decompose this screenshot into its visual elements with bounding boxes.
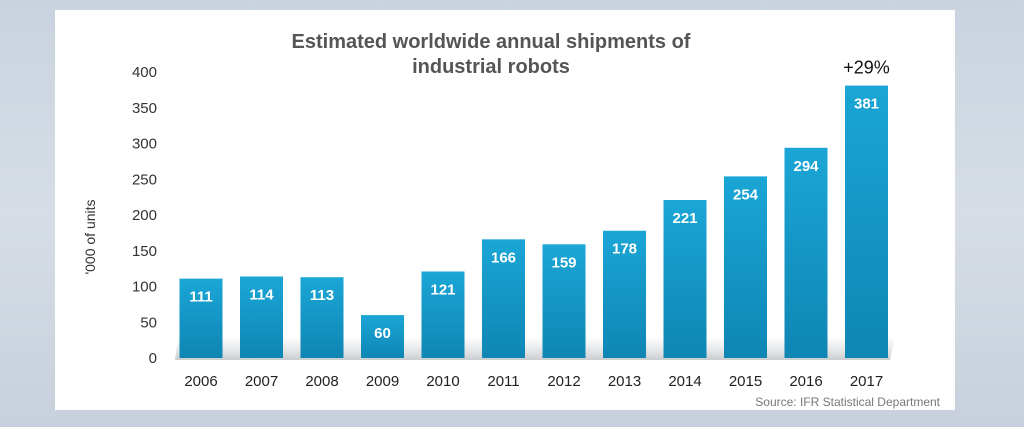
data-label-2017: 381 <box>854 96 879 113</box>
y-tick-label: 0 <box>149 350 157 367</box>
bar-2011 <box>482 239 525 358</box>
bar-2007 <box>240 276 283 358</box>
data-label-2011: 166 <box>491 249 516 266</box>
y-axis-label: '000 of units <box>82 199 98 274</box>
data-label-2008: 113 <box>310 287 334 304</box>
bar-2013 <box>603 230 646 358</box>
data-label-2014: 221 <box>672 210 697 227</box>
bar-2006 <box>179 278 223 358</box>
bar-2014 <box>663 199 707 358</box>
x-tick-label: 2015 <box>729 373 762 390</box>
y-tick-label: 150 <box>132 243 157 260</box>
floor-shadow <box>175 336 895 360</box>
bar-2010 <box>421 271 465 358</box>
data-label-2016: 294 <box>793 158 819 175</box>
y-tick-label: 100 <box>132 279 157 296</box>
data-label-2012: 159 <box>551 254 576 271</box>
bar-2008 <box>300 277 344 358</box>
chart-title-line-2: industrial robots <box>412 56 570 78</box>
data-label-2013: 178 <box>612 241 637 258</box>
y-tick-label: 200 <box>132 207 157 224</box>
y-tick-label: 350 <box>132 100 157 117</box>
x-tick-label: 2007 <box>245 373 278 390</box>
x-tick-label: 2011 <box>487 373 519 390</box>
chart-title-line-1: Estimated worldwide annual shipments of <box>292 31 691 53</box>
data-label-2010: 121 <box>430 281 455 298</box>
data-label-2007: 114 <box>249 286 274 303</box>
data-label-2009: 60 <box>374 325 391 342</box>
x-axis-ticks: 2006 2007 2008 2009 2010 2011 2012 2013 2014 2015… <box>184 373 883 390</box>
x-tick-label: 2012 <box>547 373 580 390</box>
y-axis-ticks: 0 50 100 150 200 250 300 350 400 <box>132 64 157 367</box>
growth-annotation: +29% <box>843 58 890 78</box>
y-tick-label: 400 <box>132 64 157 81</box>
bar-2012 <box>542 244 586 358</box>
bar-2015 <box>724 176 767 358</box>
bar-2017 <box>845 85 888 359</box>
x-tick-label: 2010 <box>426 373 459 390</box>
y-tick-label: 300 <box>132 136 157 153</box>
x-tick-label: 2013 <box>608 373 641 390</box>
x-tick-label: 2009 <box>366 373 399 390</box>
bar-2009 <box>361 315 404 358</box>
data-label-2006: 111 <box>189 289 212 306</box>
data-label-2015: 254 <box>733 186 759 203</box>
x-tick-label: 2016 <box>789 373 822 390</box>
y-tick-label: 250 <box>132 171 157 188</box>
x-tick-label: 2014 <box>668 373 701 390</box>
x-tick-label: 2017 <box>850 373 883 390</box>
bar-2016 <box>784 147 828 358</box>
y-tick-label: 50 <box>140 314 157 331</box>
bars: 111 114 113 60 121 166 159 178 221 254 294 381 <box>179 85 888 359</box>
x-tick-label: 2006 <box>184 373 217 390</box>
x-tick-label: 2008 <box>305 373 338 390</box>
source-note: Source: IFR Statistical Department <box>755 395 940 409</box>
